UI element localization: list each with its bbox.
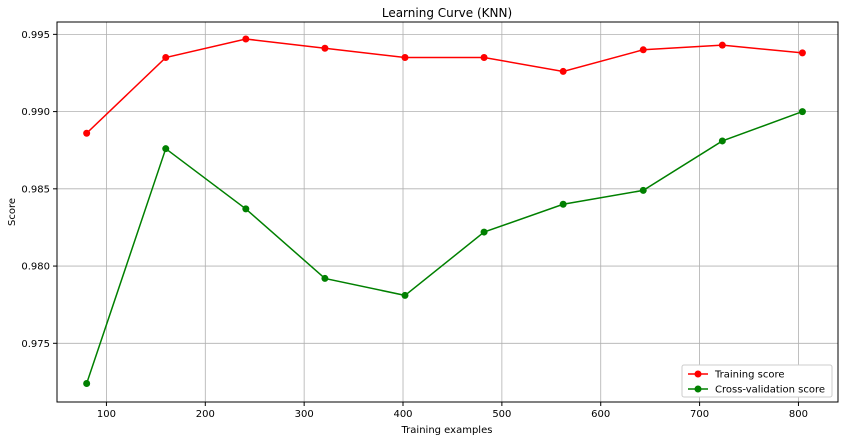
y-tick-label: 0.995 — [21, 30, 50, 41]
x-tick-label: 700 — [690, 409, 709, 420]
cross-validation-score-point — [639, 186, 647, 194]
legend-item-cross-validation-score: Cross-validation score — [688, 385, 825, 396]
y-tick-label: 0.975 — [21, 339, 50, 350]
cross-validation-score-point — [718, 137, 726, 145]
training-score-point — [401, 54, 409, 62]
training-score-point — [83, 129, 91, 137]
training-score-point — [480, 54, 488, 62]
cross-validation-score-point — [559, 200, 567, 208]
x-tick-label: 500 — [492, 409, 511, 420]
chart-title: Learning Curve (KNN) — [382, 6, 512, 20]
y-tick-label: 0.980 — [21, 262, 50, 273]
series-layer — [83, 35, 806, 387]
y-tick-label: 0.990 — [21, 107, 50, 118]
training-score-point — [321, 44, 329, 52]
cross-validation-score-point — [162, 145, 170, 153]
cross-validation-score-point — [798, 108, 806, 116]
training-score-point — [718, 41, 726, 49]
cross-validation-score-point — [401, 291, 409, 299]
grid-lines — [57, 22, 838, 402]
plot-area-frame — [56, 21, 839, 403]
legend-box — [681, 364, 833, 398]
series-training-score — [83, 35, 806, 137]
x-axis-label: Training examples — [401, 425, 493, 436]
training-score-point — [639, 46, 647, 54]
legend-item-training-score: Training score — [688, 370, 785, 381]
x-tick-label: 100 — [97, 409, 116, 420]
training-score-point — [559, 67, 567, 75]
legend-label: Training score — [714, 370, 785, 381]
legend-label: Cross-validation score — [715, 385, 825, 396]
training-score-line — [86, 38, 803, 134]
x-tick-label: 600 — [591, 409, 610, 420]
y-tick-label: 0.985 — [21, 184, 50, 195]
training-score-point — [798, 49, 806, 57]
x-tick-label: 200 — [196, 409, 215, 420]
x-tick-label: 400 — [393, 409, 412, 420]
cross-validation-score-point — [242, 205, 250, 213]
x-tick-label: 800 — [789, 409, 808, 420]
cross-validation-score-point — [480, 228, 488, 236]
cross-validation-score-point — [83, 379, 91, 387]
x-axis: 100 200 300 400 500 600 700 800 — [97, 402, 808, 420]
cross-validation-score-point — [321, 274, 329, 282]
legend-items: Training score Cross-validation score — [688, 370, 825, 396]
y-axis: 0.975 0.980 0.985 0.990 0.995 — [21, 30, 57, 350]
legend: Training score Cross-validation score — [681, 364, 833, 398]
x-tick-label: 300 — [295, 409, 314, 420]
legend-marker — [694, 385, 702, 393]
training-score-point — [242, 35, 250, 43]
legend-marker — [694, 370, 702, 378]
training-score-point — [162, 54, 170, 62]
y-axis-label: Score — [7, 198, 18, 226]
cross-validation-score-line — [85, 110, 803, 384]
series-cross-validation-score — [83, 108, 806, 387]
